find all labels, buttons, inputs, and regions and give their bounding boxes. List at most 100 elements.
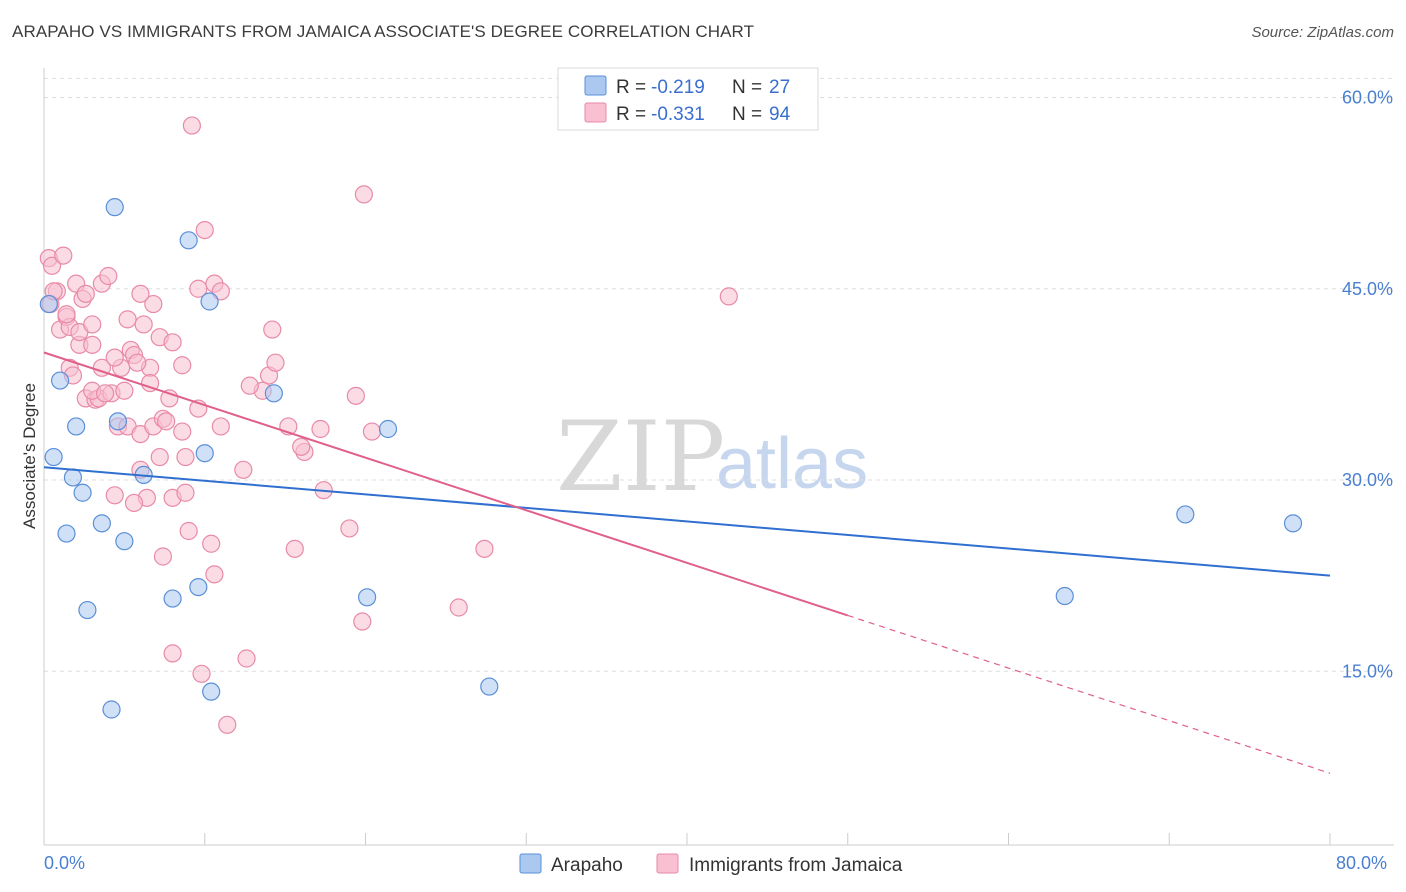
arapaho-point-22 — [358, 588, 377, 607]
arapaho-point-20 — [202, 682, 221, 701]
legend-swatch-arapaho — [584, 75, 607, 96]
jamaica-point-25 — [118, 310, 137, 329]
jamaica-point-38 — [195, 221, 214, 240]
jamaica-point-35 — [189, 279, 208, 298]
arapaho-point-5 — [73, 483, 92, 502]
jamaica-point-50 — [176, 447, 195, 467]
jamaica-point-69 — [311, 419, 330, 439]
jamaica-point-34 — [131, 284, 150, 303]
jamaica-point-58 — [202, 534, 221, 553]
y-axis-label: Associate's Degree — [20, 383, 39, 529]
legend-n-value-jamaica: 94 — [769, 104, 791, 125]
jamaica-point-76 — [354, 185, 373, 204]
arapaho-point-14 — [179, 231, 198, 250]
arapaho-point-15 — [200, 292, 219, 311]
y-tick-label-30: 30.0% — [1342, 470, 1393, 490]
jamaica-point-92 — [173, 422, 192, 441]
y-ticks: 15.0% 30.0% 45.0% 60.0% — [1342, 88, 1393, 682]
y-tick-label-15: 15.0% — [1342, 661, 1393, 681]
jamaica-point-22 — [115, 381, 134, 400]
arapaho-point-19 — [189, 577, 208, 597]
x-tick-label-max: 80.0% — [1336, 853, 1387, 873]
arapaho-point-8 — [115, 532, 134, 551]
jamaica-trend-line-dashed — [847, 614, 1331, 774]
y-tick-label-60: 60.0% — [1342, 88, 1393, 108]
jamaica-point-77 — [237, 649, 256, 668]
jamaica-point-48 — [234, 460, 253, 479]
arapaho-point-21 — [378, 419, 398, 439]
arapaho-points — [39, 198, 1303, 719]
chart-title: ARAPAHO VS IMMIGRANTS FROM JAMAICA ASSOC… — [12, 22, 755, 41]
jamaica-point-60 — [205, 565, 224, 584]
jamaica-point-32 — [163, 333, 182, 352]
bottom-legend-swatch-arapaho — [519, 853, 542, 874]
jamaica-point-87 — [83, 315, 102, 334]
jamaica-point-57 — [179, 521, 198, 541]
arapaho-point-12 — [102, 700, 121, 719]
jamaica-point-68 — [292, 437, 311, 456]
y-tick-label-45: 45.0% — [1342, 279, 1393, 299]
arapaho-point-16 — [264, 384, 283, 403]
jamaica-point-49 — [150, 447, 169, 467]
arapaho-point-2 — [44, 447, 63, 467]
jamaica-point-1 — [42, 256, 62, 275]
legend-r-value-arapaho: -0.219 — [651, 77, 705, 98]
jamaica-point-88 — [105, 348, 124, 367]
jamaica-point-39 — [182, 116, 201, 135]
jamaica-point-33 — [173, 356, 192, 375]
arapaho-point-1 — [50, 371, 70, 390]
arapaho-point-18 — [163, 589, 182, 608]
jamaica-trend-line — [43, 351, 849, 617]
legend-r-label-arapaho: R = — [616, 77, 651, 98]
jamaica-point-59 — [153, 547, 173, 566]
arapaho-point-0 — [39, 294, 58, 314]
jamaica-point-3 — [54, 246, 73, 265]
source-label: Source: ZipAtlas.com — [1251, 24, 1394, 41]
arapaho-point-26 — [1283, 514, 1303, 533]
jamaica-point-75 — [353, 612, 372, 631]
jamaica-point-53 — [176, 483, 195, 502]
jamaica-point-81 — [449, 598, 468, 617]
arapaho-point-23 — [480, 677, 499, 696]
jamaica-point-65 — [263, 320, 282, 339]
arapaho-point-24 — [1055, 586, 1074, 606]
arapaho-trend-line — [43, 466, 1331, 577]
legend-n-label-arapaho: N = — [732, 77, 767, 98]
jamaica-point-14 — [83, 335, 102, 354]
arapaho-point-6 — [57, 524, 76, 543]
arapaho-point-17 — [195, 444, 214, 463]
arapaho-point-11 — [78, 600, 97, 620]
arapaho-point-13 — [105, 198, 124, 217]
jamaica-point-71 — [285, 539, 304, 558]
jamaica-point-79 — [192, 664, 211, 683]
jamaica-point-37 — [211, 282, 230, 301]
legend-r-value-jamaica: -0.331 — [651, 104, 705, 125]
arapaho-point-4 — [63, 468, 83, 487]
jamaica-point-45 — [157, 412, 176, 431]
jamaica-point-63 — [240, 376, 259, 395]
watermark-zip: ZIP — [556, 401, 725, 513]
legend: R = -0.219 N = 27 R = -0.331 N = 94 — [557, 67, 819, 131]
jamaica-point-85 — [57, 305, 76, 324]
bottom-legend-swatch-jamaica — [656, 853, 679, 874]
bottom-legend-label-jamaica: Immigrants from Jamaica — [689, 855, 903, 876]
watermark-atlas: atlas — [716, 424, 868, 504]
gridlines — [44, 77, 1394, 672]
x-tick-label-min: 0.0% — [44, 853, 85, 873]
jamaica-point-55 — [124, 493, 144, 513]
jamaica-point-93 — [95, 384, 115, 403]
arapaho-point-25 — [1176, 505, 1195, 524]
jamaica-point-10 — [76, 284, 95, 303]
legend-swatch-jamaica — [584, 102, 607, 123]
arapaho-point-3 — [67, 417, 86, 436]
bottom-legend: Arapaho Immigrants from Jamaica — [519, 853, 903, 876]
arapaho-point-7 — [92, 514, 111, 533]
jamaica-point-56 — [105, 486, 124, 505]
bottom-legend-label-arapaho: Arapaho — [551, 855, 623, 876]
x-ticks — [43, 833, 1331, 845]
jamaica-point-89 — [128, 353, 147, 372]
arapaho-point-9 — [108, 412, 128, 431]
trend-lines — [43, 351, 1331, 774]
legend-n-label-jamaica: N = — [732, 104, 767, 125]
